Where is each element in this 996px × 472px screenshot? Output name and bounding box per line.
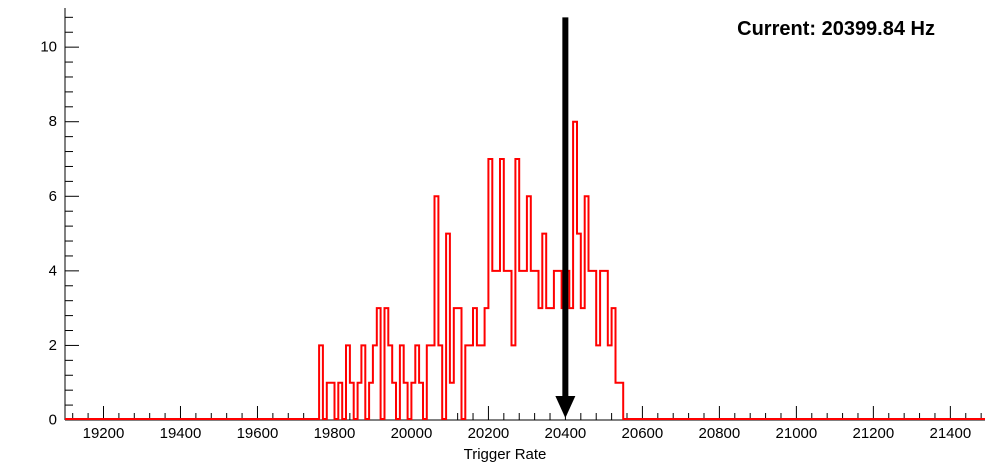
y-tick-label: 10: [40, 39, 57, 56]
trigger-rate-step-line: [65, 120, 985, 420]
y-tick-label: 0: [49, 412, 57, 429]
current-rate-label: Current: 20399.84 Hz: [737, 18, 935, 40]
x-tick-label: 20600: [622, 425, 664, 442]
x-tick-label: 20400: [545, 425, 587, 442]
x-tick-label: 20800: [699, 425, 741, 442]
y-tick-label: 6: [49, 188, 57, 205]
x-tick-label: 20200: [468, 425, 510, 442]
x-axis-title: Trigger Rate: [464, 446, 547, 463]
y-tick-label: 2: [49, 337, 57, 354]
y-tick-label: 4: [49, 262, 57, 279]
y-tick-label: 8: [49, 113, 57, 130]
current-rate-arrow: [555, 17, 576, 418]
x-tick-label: 21400: [929, 425, 971, 442]
x-tick-label: 20000: [391, 425, 433, 442]
x-tick-label: 19400: [160, 425, 202, 442]
axis-lines: [64, 8, 985, 421]
x-tick-label: 19600: [237, 425, 279, 442]
x-tick-label: 21000: [776, 425, 818, 442]
axes: 19200 19400 19600 19800 20000 20200 20400 20600…: [40, 8, 985, 442]
x-tick-label: 19200: [83, 425, 125, 442]
histogram-series: [65, 120, 985, 420]
x-tick-label: 19800: [314, 425, 356, 442]
x-tick-label: 21200: [853, 425, 895, 442]
arrow-head: [555, 396, 576, 418]
